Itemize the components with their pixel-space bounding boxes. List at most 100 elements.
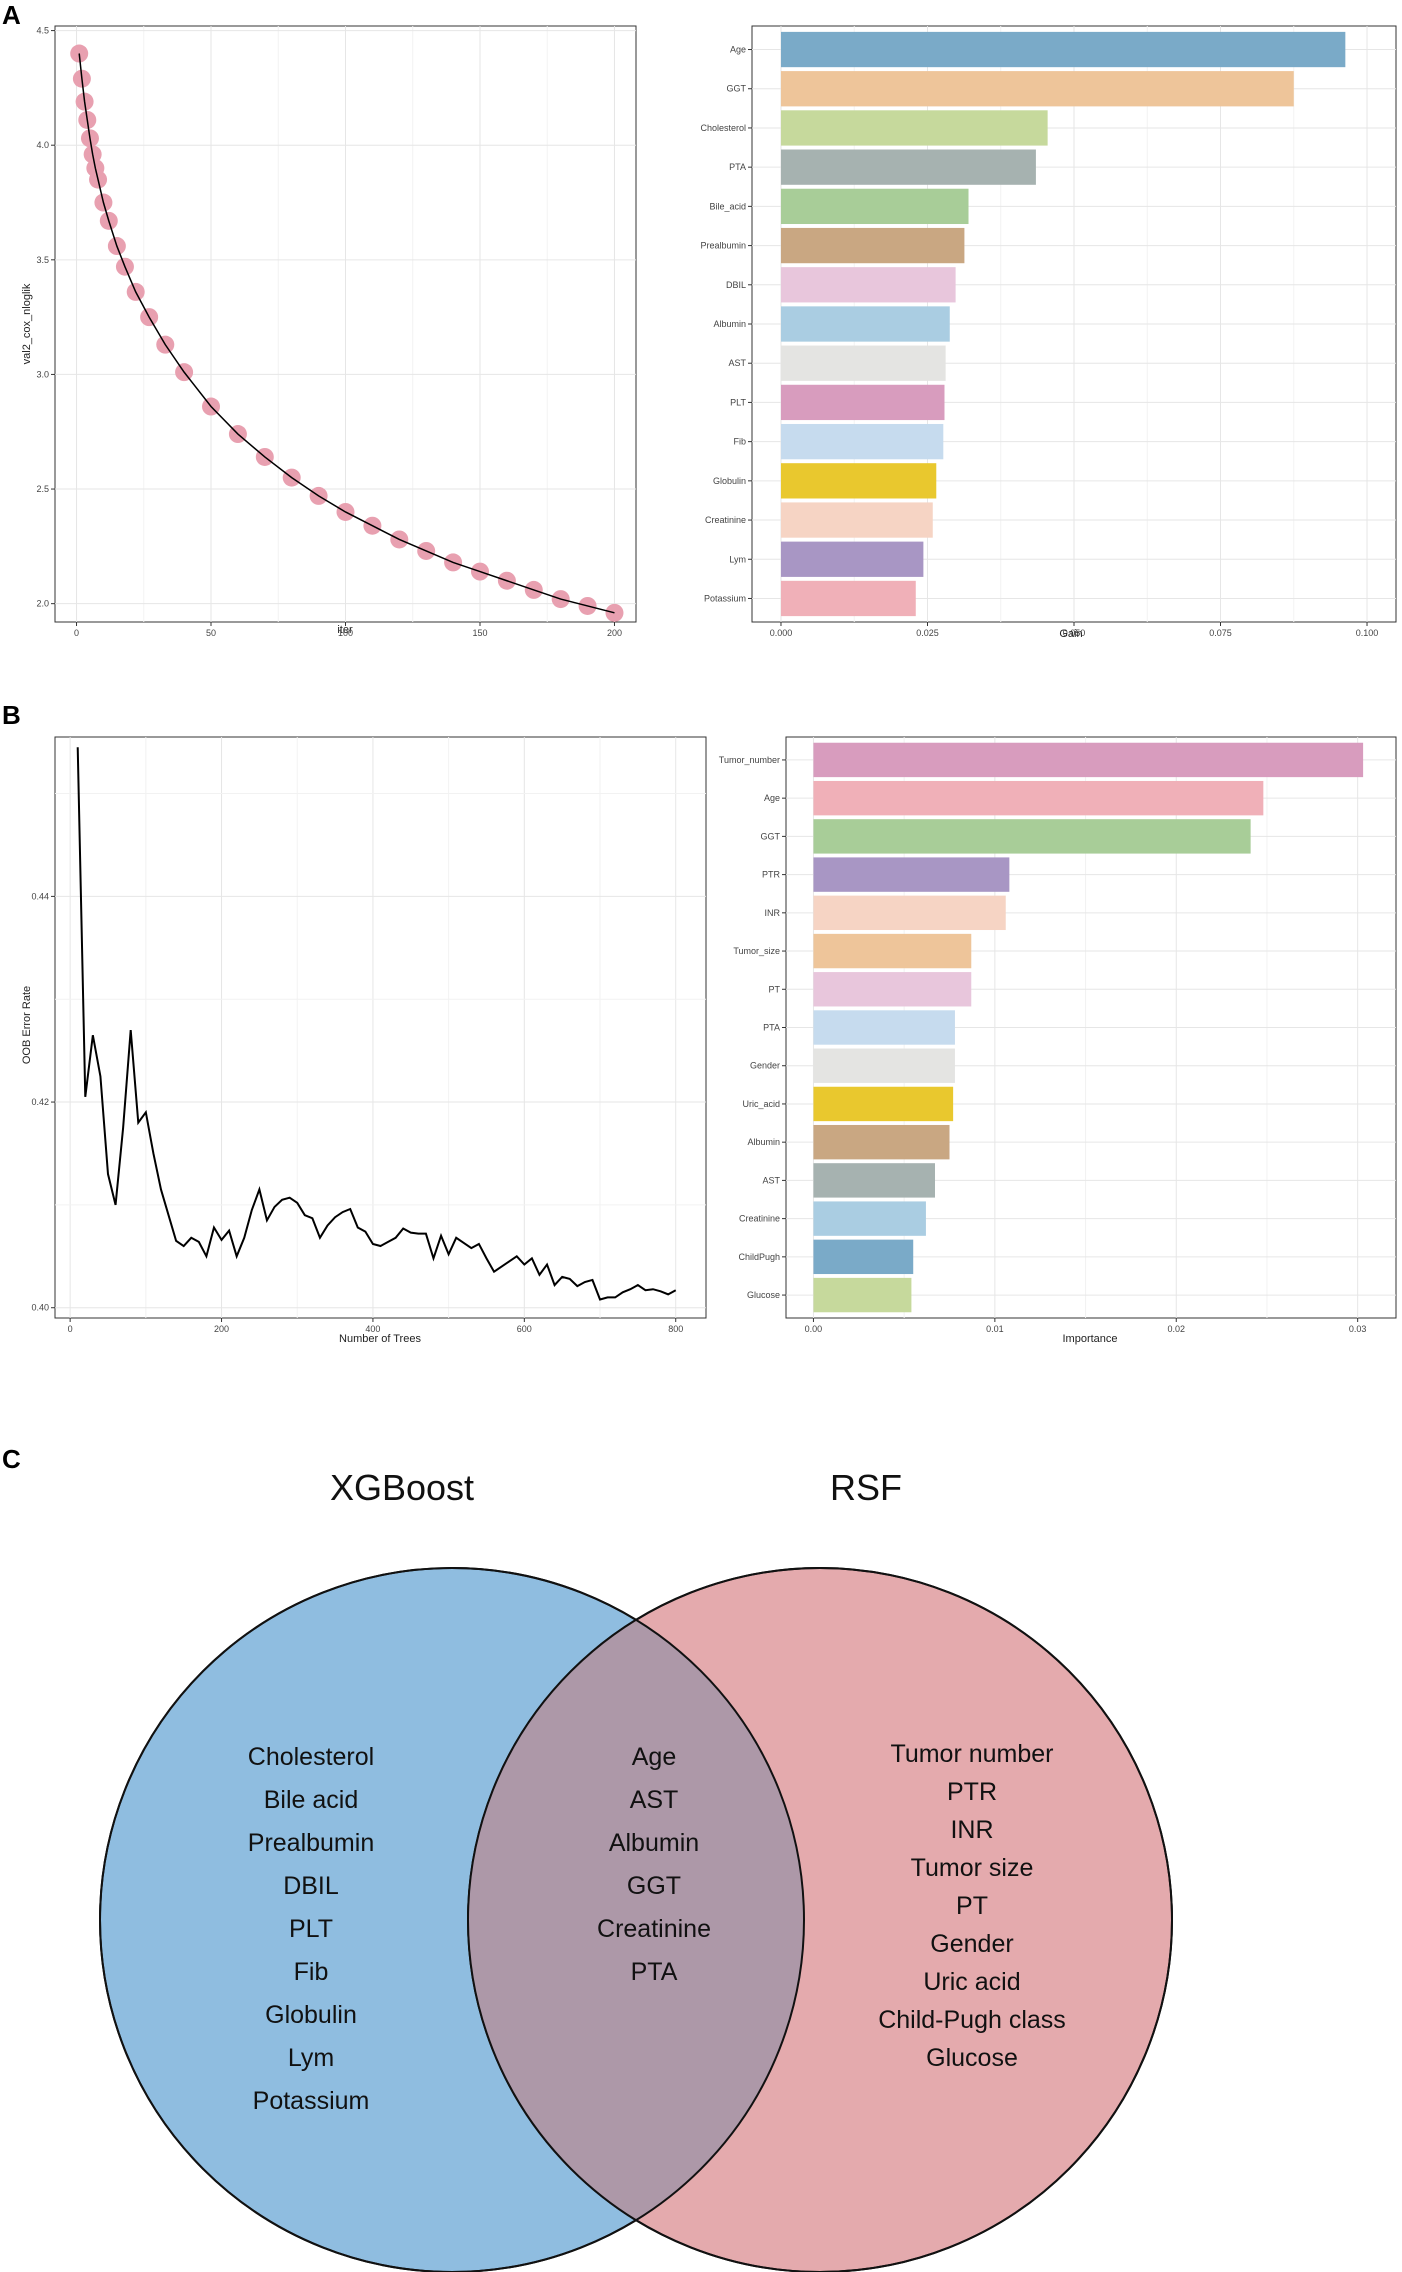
x-tick-label: 0.01 <box>986 1324 1004 1334</box>
bar-fib <box>780 423 944 460</box>
venn-right-title: RSF <box>830 1467 902 1508</box>
venn-left-outline <box>99 1567 805 2272</box>
category-label: Age <box>730 45 746 55</box>
venn-item: Potassium <box>253 2087 370 2115</box>
category-label: Glucose <box>747 1290 780 1300</box>
venn-item: PTR <box>947 1778 997 1806</box>
rsf-importance-chart: 0.00 0.01 0.02 0.03 Tumor_number Age GGT PTR INR… <box>719 736 1397 1345</box>
venn-item: Glucose <box>926 2044 1018 2072</box>
category-label: Potassium <box>704 593 746 603</box>
bar-potassium <box>780 580 916 617</box>
category-label: PTR <box>762 870 781 880</box>
bar-dbil <box>780 267 956 303</box>
category-label: Gender <box>750 1061 780 1071</box>
xgboost-gain-chart: 0.000 0.025 0.050 0.075 0.100 Age GGT Cholester… <box>700 25 1397 640</box>
category-label: Prealbumin <box>700 241 746 251</box>
bar-uric-acid <box>813 1086 954 1122</box>
venn-item: Age <box>632 1743 676 1771</box>
venn-diagram: XGBoost RSF Cholesterol Bile acid Prealbum… <box>99 1467 1173 2272</box>
x-axis-label: Gain <box>1059 628 1082 640</box>
venn-item: Tumor size <box>911 1854 1034 1882</box>
venn-item: AST <box>630 1786 679 1814</box>
bar-prealbumin <box>780 227 965 264</box>
category-label: GGT <box>727 84 747 94</box>
x-tick-label: 800 <box>668 1324 683 1334</box>
category-label: Albumin <box>713 319 746 329</box>
venn-left-title: XGBoost <box>330 1467 474 1508</box>
category-label: Cholesterol <box>700 123 746 133</box>
bar-ggt <box>813 819 1251 854</box>
x-tick-label: 200 <box>214 1324 229 1334</box>
x-tick-label: 0 <box>68 1324 73 1334</box>
venn-item: PTA <box>631 1958 678 1986</box>
category-label: Tumor_number <box>719 755 780 765</box>
y-tick-label: 2.5 <box>36 484 49 494</box>
bar-ast <box>780 345 946 381</box>
bar-bile-acid <box>780 188 969 225</box>
panel-label-a: A <box>2 0 21 30</box>
bar-glucose <box>813 1277 912 1313</box>
bar-globulin <box>780 463 937 499</box>
category-label: PTA <box>763 1023 780 1033</box>
bar-ggt <box>780 71 1294 107</box>
category-label: Tumor_size <box>733 946 780 956</box>
x-tick-label: 0.03 <box>1349 1324 1367 1334</box>
bar-plt <box>780 384 945 421</box>
venn-item: Tumor number <box>890 1740 1053 1768</box>
bar-inr <box>813 895 1006 931</box>
x-tick-label: 0.025 <box>916 628 939 638</box>
panel-label-b: B <box>2 700 21 730</box>
venn-item: Albumin <box>609 1829 699 1857</box>
venn-item: Fib <box>294 1958 329 1986</box>
venn-item: Child-Pugh class <box>878 2006 1066 2034</box>
x-axis-label: iter <box>337 624 353 636</box>
bar-ast <box>813 1163 935 1198</box>
category-label: PT <box>768 984 780 994</box>
venn-item: INR <box>950 1816 993 1844</box>
bar-tumor-number <box>813 742 1364 778</box>
category-label: DBIL <box>726 280 746 290</box>
bar-childpugh <box>813 1239 914 1275</box>
x-tick-label: 150 <box>472 628 487 638</box>
category-label: Globulin <box>713 476 746 486</box>
x-tick-label: 0 <box>74 628 79 638</box>
bar-cholesterol <box>780 110 1048 146</box>
rsf-oob-error-chart: 0 200 400 600 800 0.40 0.42 0.44 Number of Tree… <box>21 736 707 1345</box>
y-tick-label: 0.40 <box>31 1303 49 1313</box>
plot-panel <box>54 736 707 1319</box>
venn-item: Globulin <box>265 2001 357 2029</box>
y-tick-label: 3.0 <box>36 369 49 379</box>
bar-gender <box>813 1048 955 1083</box>
venn-item: Prealbumin <box>248 1829 374 1857</box>
category-label: AST <box>762 1175 780 1185</box>
x-tick-label: 100 <box>338 628 353 638</box>
category-label: Bile_acid <box>709 201 746 211</box>
bar-ptr <box>813 857 1010 892</box>
bar-age <box>780 31 1346 68</box>
x-tick-label: 0.000 <box>770 628 793 638</box>
bar-creatinine <box>780 502 933 538</box>
category-label: AST <box>728 358 746 368</box>
bar-tumor-size <box>813 933 972 969</box>
x-tick-label: 0.075 <box>1209 628 1232 638</box>
bar-lym <box>780 541 924 577</box>
x-tick-label: 0.050 <box>1063 628 1086 638</box>
bar-pta <box>813 1010 955 1045</box>
oob-error-line <box>76 747 677 1301</box>
venn-item: PT <box>956 1892 988 1920</box>
y-tick-label: 0.42 <box>31 1097 49 1107</box>
venn-item: Lym <box>288 2044 334 2072</box>
y-axis-label: OOB Error Rate <box>21 986 33 1064</box>
venn-item: GGT <box>627 1872 681 1900</box>
loss-line <box>78 53 615 614</box>
y-tick-label: 2.0 <box>36 599 49 609</box>
category-label: Uric_acid <box>742 1099 780 1109</box>
venn-item: DBIL <box>283 1872 339 1900</box>
y-axis-label: val2_cox_nloglik <box>21 283 33 364</box>
bar-albumin <box>813 1124 950 1160</box>
venn-item: PLT <box>289 1915 333 1943</box>
category-label: Creatinine <box>739 1214 780 1224</box>
x-tick-label: 0.100 <box>1356 628 1379 638</box>
x-tick-label: 200 <box>607 628 622 638</box>
category-label: PTA <box>729 162 746 172</box>
